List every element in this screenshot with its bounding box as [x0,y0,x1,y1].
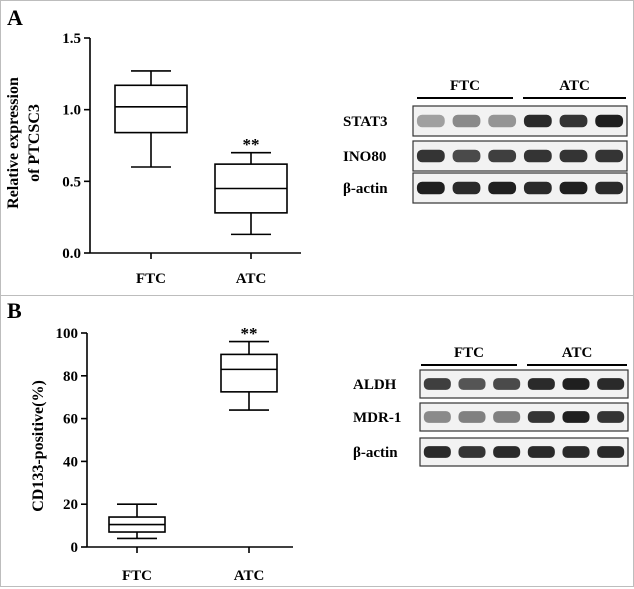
blot-band [597,378,625,390]
y-tick-label: 60 [63,412,78,428]
significance-marker: ** [243,135,260,154]
box-iqr [220,353,278,393]
blot-band [527,411,555,423]
blot-row-label: INO80 [343,149,386,165]
blot-band [423,446,451,458]
y-tick-label: 40 [63,454,78,470]
box-iqr [114,84,188,134]
blot-row-label: ALDH [353,377,397,393]
x-category-label: FTC [136,271,166,287]
blot-band [562,411,590,423]
blot-strip [419,437,629,467]
blot-band [562,378,590,390]
y-axis-label-b: CD133-positive(%) [30,380,47,512]
y-tick-label: 1.0 [62,103,81,119]
y-axis-label-a-line2: of PTCSC3 [26,104,43,182]
blot-band [523,181,552,195]
blot-group-label: ATC [559,78,590,94]
blot-band [595,149,624,163]
blot-band [423,378,451,390]
blot-band [452,149,481,163]
blot-group-label: FTC [450,78,480,94]
blot-band [562,446,590,458]
blot-group-label: FTC [454,345,484,361]
x-category-label: FTC [122,568,152,584]
blot-strip [419,402,629,432]
y-tick-label: 1.5 [62,31,81,47]
blot-band [493,446,521,458]
blot-band [597,411,625,423]
blot-band [488,181,517,195]
blot-band [597,446,625,458]
y-tick-label: 0 [71,540,79,556]
panel-label-b: B [7,298,22,323]
blot-row-label: STAT3 [343,114,387,130]
blot-band [523,114,552,128]
blot-strip [412,172,628,204]
blot-band [595,181,624,195]
blot-band [527,378,555,390]
y-tick-label: 100 [56,326,79,342]
blot-band [416,181,445,195]
blot-band [523,149,552,163]
y-tick-label: 0.5 [62,174,81,190]
blot-strip [419,369,629,399]
blot-band [416,114,445,128]
blot-strip [412,140,628,172]
panel-b-svg: B CD133-positive(%) 0 20 40 60 80 100 FTC ATC **… [7,298,629,584]
panel-b: B CD133-positive(%) 0 20 40 60 80 100 FTC ATC **… [1,295,634,588]
y-axis-label-a-line1: Relative expression [5,77,22,209]
blot-band [458,378,486,390]
blot-strip [412,105,628,137]
blot-band [423,411,451,423]
blot-band [559,114,588,128]
blot-band [488,149,517,163]
y-tick-label: 0.0 [62,246,81,262]
blot-band [527,446,555,458]
x-category-label: ATC [234,568,265,584]
blot-band [452,114,481,128]
blot-row-label: β-actin [353,445,398,461]
blot-band [458,446,486,458]
blot-band [416,149,445,163]
blot-band [493,411,521,423]
y-tick-label: 20 [63,497,78,513]
blot-row-label: β-actin [343,181,388,197]
panel-a: A Relative expression of PTCSC3 0.0 0.5 1.… [1,1,634,295]
blot-band [458,411,486,423]
blot-band [488,114,517,128]
blot-row-label: MDR-1 [353,410,401,426]
x-category-label: ATC [236,271,267,287]
blot-band [595,114,624,128]
blot-band [493,378,521,390]
blot-band [452,181,481,195]
panel-label-a: A [7,5,23,30]
significance-marker: ** [241,324,258,343]
blot-band [559,181,588,195]
blot-band [559,149,588,163]
y-tick-label: 80 [63,369,78,385]
blot-group-label: ATC [562,345,593,361]
panel-a-svg: A Relative expression of PTCSC3 0.0 0.5 1.… [5,5,628,287]
